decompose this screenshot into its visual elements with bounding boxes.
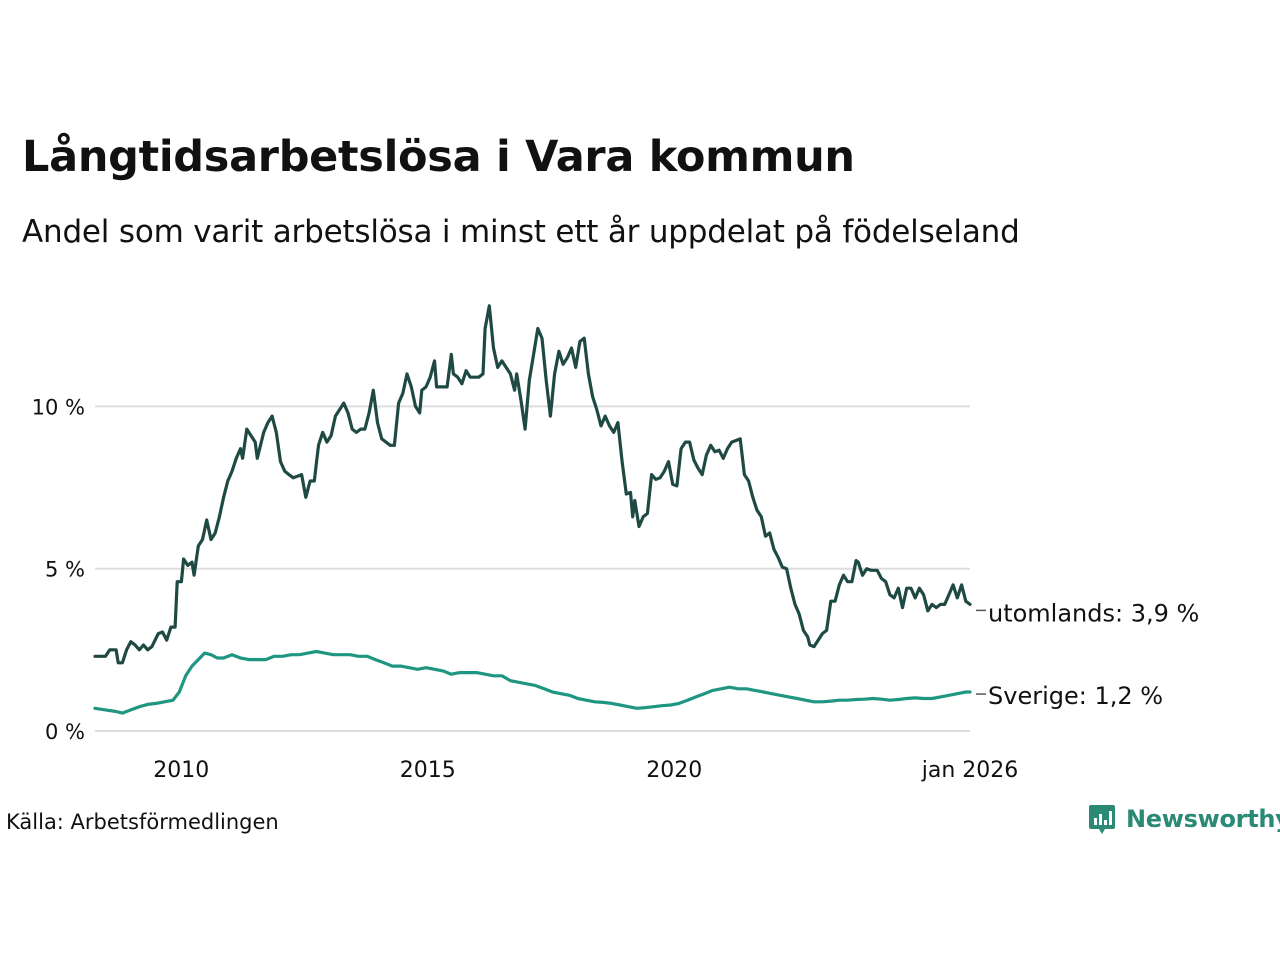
- newsworthy-logo-icon: [1089, 805, 1115, 834]
- x-tick-label: 2020: [646, 758, 702, 783]
- series-line-sverige: [93, 649, 972, 715]
- x-tick-label: jan 2026: [921, 758, 1019, 783]
- y-tick-label: 5 %: [45, 558, 85, 582]
- y-tick-label: 10 %: [32, 395, 85, 419]
- x-tick-label: 2015: [400, 758, 456, 783]
- x-tick-label: 2010: [153, 758, 209, 783]
- end-label-utomlands: utomlands: 3,9 %: [988, 599, 1199, 627]
- chart-subtitle: Andel som varit arbetslösa i minst ett å…: [22, 214, 1020, 250]
- y-tick-label: 0 %: [45, 720, 85, 744]
- source-note: Källa: Arbetsförmedlingen: [6, 810, 279, 834]
- brand-name: Newsworthy: [1126, 805, 1280, 833]
- chart-title: Långtidsarbetslösa i Vara kommun: [22, 132, 855, 182]
- brand-logo: Newsworthy: [1088, 803, 1280, 835]
- end-label-sverige: Sverige: 1,2 %: [988, 682, 1163, 710]
- series-line-utomlands: [93, 304, 972, 665]
